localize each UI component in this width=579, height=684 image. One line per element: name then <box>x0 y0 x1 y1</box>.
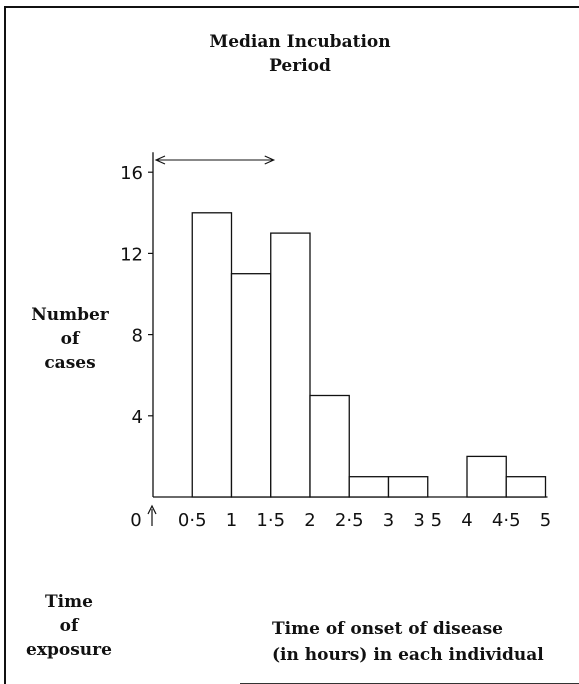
y-axis-label-line: of <box>60 329 80 349</box>
histogram-bar <box>230 273 272 498</box>
x-tick-label: 0·5 <box>178 510 207 531</box>
x-tick-label: 0 <box>130 510 141 531</box>
histogram-bar <box>270 232 311 498</box>
x-axis-label-line: Time of onset of disease <box>272 619 503 639</box>
histogram-bar <box>191 212 233 498</box>
exposure-label-line: exposure <box>26 640 112 660</box>
exposure-label-line: of <box>59 616 79 636</box>
histogram-bar <box>505 476 547 498</box>
x-tick-label: 2·5 <box>335 510 364 531</box>
x-tick-label: 1 <box>226 510 237 531</box>
x-tick-label: 2 <box>304 510 315 531</box>
y-tick-label: 16 <box>120 163 143 184</box>
y-axis-label-line: Number <box>31 305 109 325</box>
chart-title: Median Incubation Period <box>170 30 430 78</box>
exposure-label-line: Time <box>45 592 93 612</box>
frame-left-border <box>4 6 6 684</box>
x-tick-label: 1·5 <box>256 510 285 531</box>
x-tick-label: 5 <box>540 510 551 531</box>
x-tick-label: 3 <box>383 510 394 531</box>
exposure-arrow-head <box>147 504 157 515</box>
y-tick-label: 4 <box>132 407 143 428</box>
histogram-bar <box>309 394 350 498</box>
y-axis-label: Number of cases <box>20 303 120 375</box>
x-tick-label: 3 5 <box>413 510 442 531</box>
median-period-arrow-right-head <box>264 155 276 165</box>
histogram-bar <box>466 455 507 498</box>
histogram-bar <box>348 476 390 498</box>
y-axis-label-line: cases <box>44 353 96 373</box>
median-period-arrow-left-head <box>154 155 166 165</box>
frame-top-border <box>4 6 579 8</box>
x-axis-label: Time of onset of disease (in hours) in e… <box>272 616 544 668</box>
histogram-bar <box>387 476 429 498</box>
exposure-label: Time of exposure <box>14 590 124 662</box>
x-axis-label-line: (in hours) in each individual <box>272 645 544 665</box>
x-tick-label: 4 <box>461 510 472 531</box>
x-tick-label: 4·5 <box>492 510 521 531</box>
chart-title-line: Period <box>269 56 331 76</box>
y-tick-label: 8 <box>132 326 143 347</box>
y-tick-label: 12 <box>120 244 143 265</box>
chart-title-line: Median Incubation <box>209 32 391 52</box>
